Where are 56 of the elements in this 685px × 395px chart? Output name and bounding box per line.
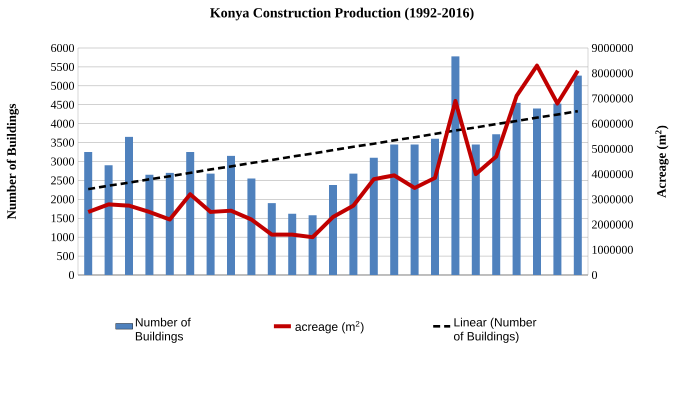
y-tick-label: 5500 [51,62,74,71]
y-tick-label: 4500 [50,100,74,109]
bar [349,174,358,275]
bar [410,144,419,275]
bar [492,134,500,275]
y-tick-label: 2000 [51,195,74,204]
bar [247,178,256,275]
bar [431,138,440,275]
bar [268,203,276,275]
y-tick-label: 3000 [51,157,74,166]
legend-label: Number of Buildings [136,318,191,343]
bar [574,76,582,275]
bar [390,144,398,275]
bar [553,104,562,275]
bar [104,165,113,275]
bar [472,144,480,275]
bar [329,184,337,275]
y2-tick-label: 4000000 [592,170,633,178]
y-tick-label: 5000 [51,82,74,90]
bar [84,152,92,275]
y-axis-title: Number of Buildings [6,104,19,220]
y-tick-label: 0 [68,270,74,280]
bar [370,158,378,275]
bar [125,136,133,275]
chart-title: Konya Construction Production (1992-2016) [210,8,474,20]
y-tick-label: 2500 [51,176,74,184]
y2-tick-label: 9000000 [592,44,633,52]
y2-tick-label: 2000000 [592,220,633,229]
y2-tick-label: 6000000 [592,120,633,128]
y-tick-label: 1500 [52,214,74,222]
bar [166,172,174,275]
line-series [86,110,580,190]
y-tick-label: 1000 [52,233,74,242]
bar [186,152,194,275]
bar [451,56,460,275]
y2-tick-label: 0 [592,270,598,280]
y2-tick-label: 3000000 [592,195,633,204]
bar [206,174,215,275]
y2-tick-label: 8000000 [592,69,633,78]
bar [227,156,235,275]
bar [288,214,296,275]
y-tick-label: 500 [57,252,74,260]
y-tick-label: 3500 [51,138,74,147]
y2-tick-label: 1000000 [592,246,633,254]
bar [512,102,521,275]
bar [533,108,542,275]
y-tick-label: 4000 [50,120,74,128]
y2-axis-title: Acreage (m$^{2}$) [655,126,669,198]
line-series [86,64,580,240]
y2-tick-label: 5000000 [592,144,633,153]
legend-label: acreage (m$^{2}$) [295,320,364,334]
y-tick-label: 6000 [51,44,74,52]
y2-tick-label: 7000000 [592,94,633,102]
legend-label: Linear (Number of Buildings) [454,318,536,343]
bar [308,215,317,275]
bar [145,174,154,275]
